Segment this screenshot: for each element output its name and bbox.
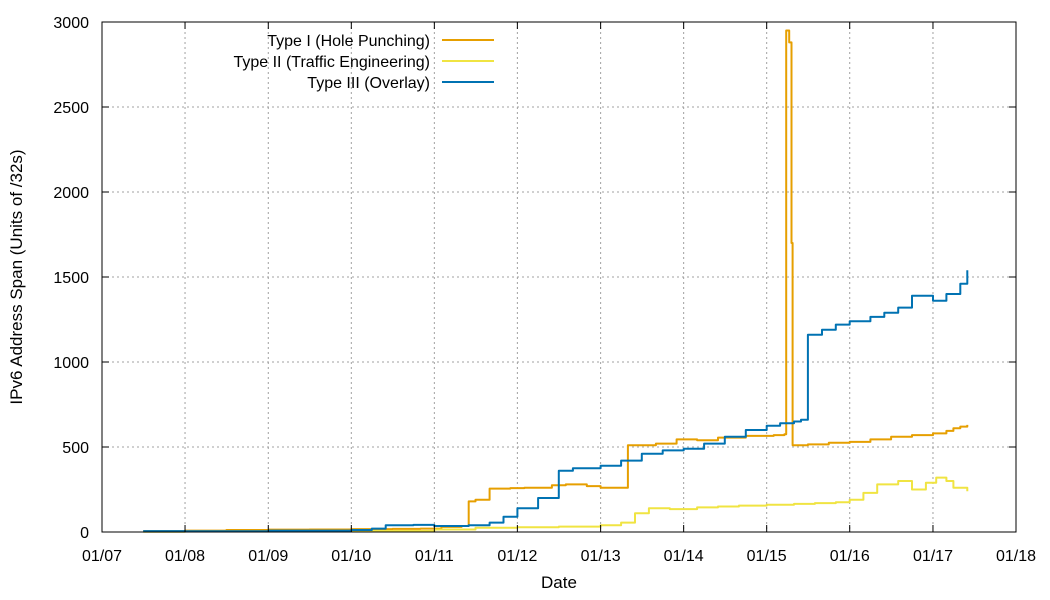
y-axis-title: IPv6 Address Span (Units of /32s) <box>7 149 26 404</box>
x-tick-label: 01/16 <box>830 548 870 565</box>
series-line-1 <box>143 29 969 533</box>
legend-label: Type III (Overlay) <box>307 75 430 92</box>
x-tick-label: 01/10 <box>331 548 371 565</box>
x-tick-label: 01/13 <box>581 548 621 565</box>
series-line-2 <box>143 476 969 533</box>
x-tick-label: 01/18 <box>996 548 1036 565</box>
y-tick-label: 2000 <box>53 185 89 202</box>
grid <box>102 22 1016 532</box>
y-tick-label: 1500 <box>53 270 89 287</box>
axis-ticks <box>101 21 1017 533</box>
x-tick-label: 01/11 <box>415 548 454 565</box>
y-tick-label: 1000 <box>53 355 89 372</box>
series-layer <box>143 29 969 533</box>
y-tick-label: 0 <box>80 525 89 542</box>
x-tick-label: 01/17 <box>913 548 953 565</box>
legend-label: Type I (Hole Punching) <box>267 33 430 50</box>
y-axis-tick-labels: 0 500 1000 1500 2000 2500 3000 <box>53 15 89 542</box>
x-axis-title: Date <box>541 573 577 592</box>
legend: Type I (Hole Punching) Type II (Traffic E… <box>233 33 494 92</box>
x-axis-tick-labels: 01/07 01/08 01/09 01/10 01/11 01/12 01/13 01/14… <box>82 548 1036 565</box>
y-tick-label: 2500 <box>53 100 89 117</box>
x-tick-label: 01/12 <box>497 548 537 565</box>
legend-label: Type II (Traffic Engineering) <box>233 54 430 71</box>
x-tick-label: 01/09 <box>248 548 288 565</box>
x-tick-label: 01/15 <box>747 548 787 565</box>
x-tick-label: 01/08 <box>165 548 205 565</box>
x-tick-label: 01/07 <box>82 548 122 565</box>
y-tick-label: 500 <box>62 440 89 457</box>
y-tick-label: 3000 <box>53 15 89 32</box>
series-line-3 <box>143 270 969 533</box>
x-tick-label: 01/14 <box>664 548 704 565</box>
